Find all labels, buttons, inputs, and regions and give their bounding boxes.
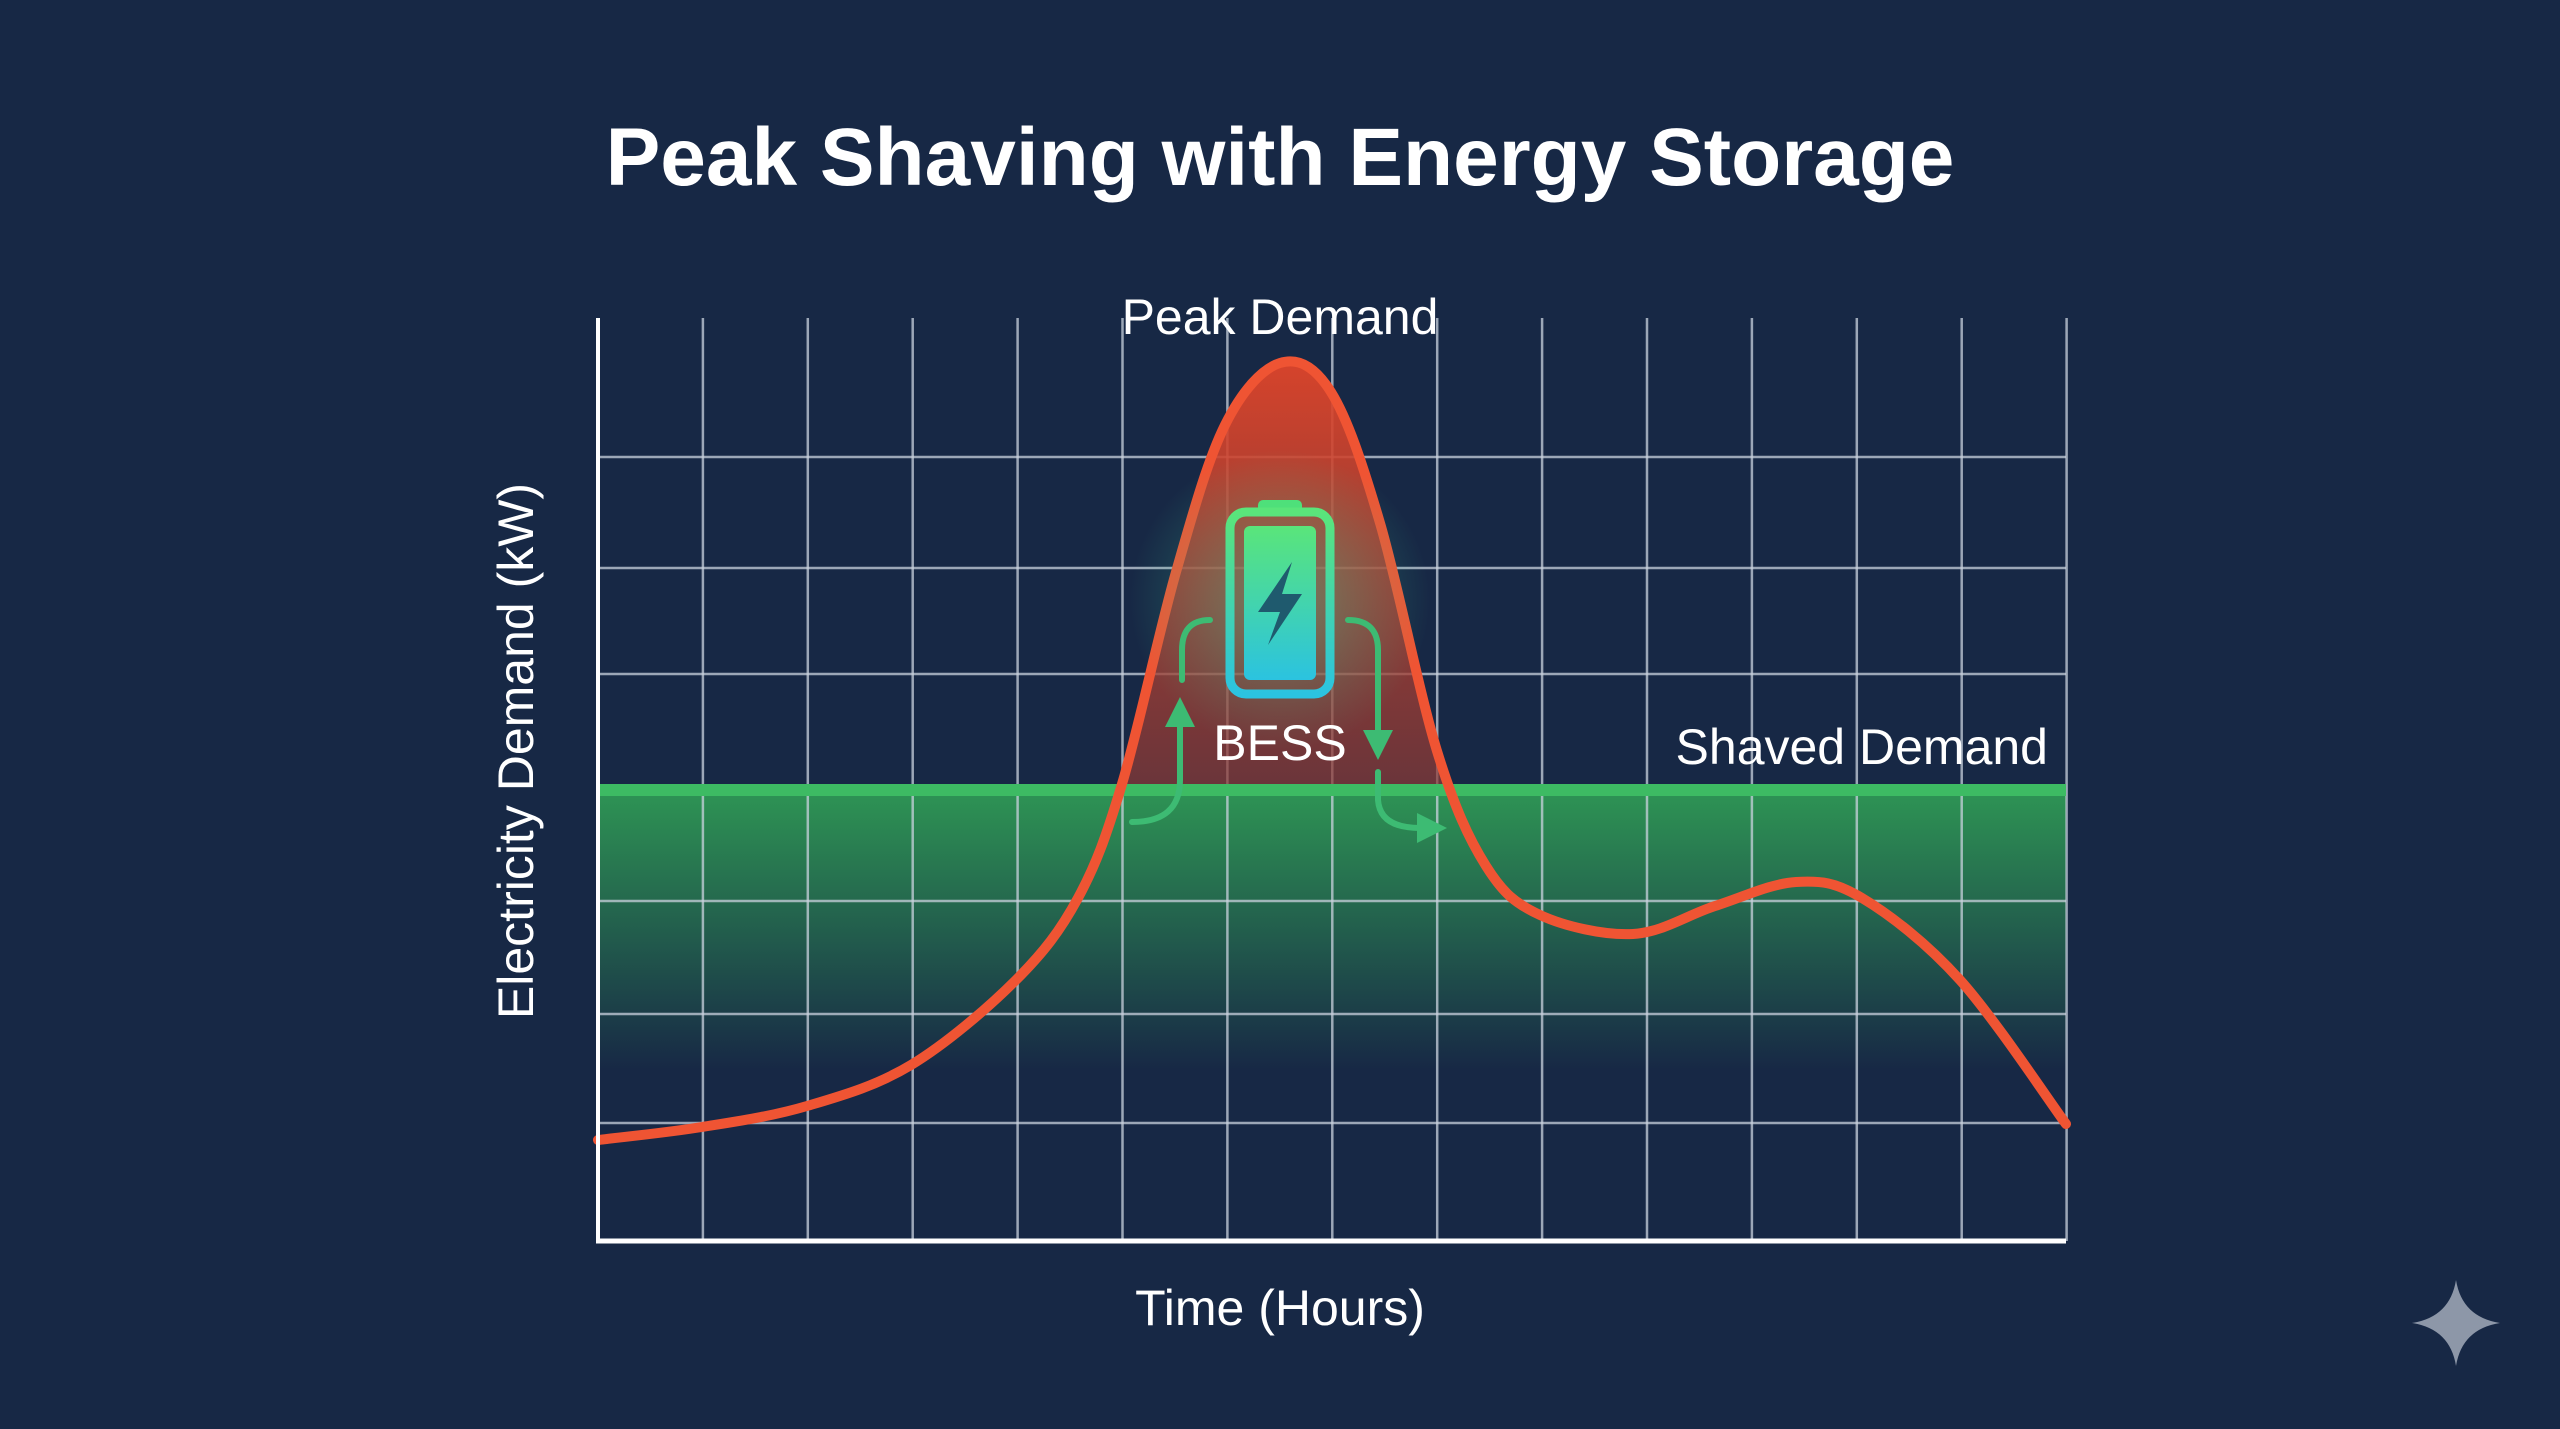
bess-label: BESS [1213,715,1346,771]
battery-charging-icon [1130,450,1430,750]
sparkle-icon [2412,1280,2500,1366]
chart-title: Peak Shaving with Energy Storage [606,112,1955,203]
demand-curve [593,356,2071,1145]
peak-demand-label: Peak Demand [1122,289,1439,345]
x-axis-label: Time (Hours) [1135,1280,1425,1336]
charge-discharge-arrows [1129,617,1447,843]
y-axis-label: Electricity Demand (kW) [488,483,544,1019]
shaved-demand-label: Shaved Demand [1676,719,2048,775]
